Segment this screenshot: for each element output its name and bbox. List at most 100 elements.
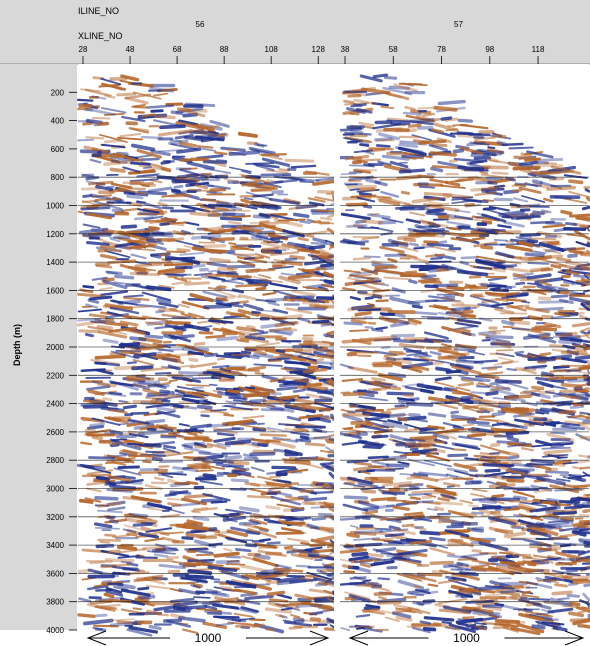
seismic-event xyxy=(201,147,216,152)
seismic-event xyxy=(323,333,336,339)
seismic-event xyxy=(106,201,132,204)
seismic-event xyxy=(437,355,459,360)
seismic-event xyxy=(526,150,554,159)
seismic-event xyxy=(290,164,317,169)
seismic-event xyxy=(181,497,207,506)
seismic-event xyxy=(349,402,376,411)
seismic-event xyxy=(104,303,134,312)
seismic-event xyxy=(457,165,485,171)
xline-tick-label: 38 xyxy=(341,45,350,54)
seismic-event xyxy=(82,399,103,404)
seismic-panel-1 xyxy=(76,64,336,637)
seismic-event xyxy=(451,199,478,204)
seismic-event xyxy=(529,597,551,601)
seismic-event xyxy=(375,138,395,142)
seismic-event xyxy=(256,268,276,272)
seismic-event xyxy=(524,364,548,370)
depth-tick-label: 1600 xyxy=(46,286,64,295)
seismic-event xyxy=(357,308,382,312)
depth-tick-label: 1400 xyxy=(46,258,64,267)
seismic-event xyxy=(230,478,250,483)
seismic-event xyxy=(299,489,315,493)
seismic-event xyxy=(517,505,534,512)
seismic-event xyxy=(166,555,180,560)
seismic-event xyxy=(246,141,259,146)
seismic-event xyxy=(542,197,554,203)
seismic-event xyxy=(423,195,446,202)
seismic-event xyxy=(464,202,475,207)
seismic-event xyxy=(485,176,504,181)
seismic-event xyxy=(311,517,327,521)
seismic-event xyxy=(328,482,336,489)
seismic-event xyxy=(215,296,229,302)
seismic-event xyxy=(490,387,516,397)
seismic-event xyxy=(464,283,479,289)
seismic-event xyxy=(561,278,586,287)
seismic-event xyxy=(286,415,302,422)
seismic-event xyxy=(509,319,531,326)
seismic-event xyxy=(488,329,506,333)
seismic-event xyxy=(357,500,380,509)
seismic-event xyxy=(151,456,164,462)
seismic-event xyxy=(429,560,454,565)
seismic-event xyxy=(578,454,590,459)
seismic-event xyxy=(81,473,112,478)
seismic-event xyxy=(84,497,102,503)
seismic-event xyxy=(145,527,173,533)
seismic-event xyxy=(343,495,368,500)
seismic-event xyxy=(173,184,184,189)
seismic-event xyxy=(266,590,286,597)
seismic-event xyxy=(559,336,583,343)
seismic-event xyxy=(457,622,469,627)
seismic-event xyxy=(274,330,292,336)
seismic-event xyxy=(387,257,398,263)
seismic-event xyxy=(195,553,215,557)
seismic-event xyxy=(286,516,308,521)
seismic-event xyxy=(267,601,284,609)
seismic-event xyxy=(128,158,144,162)
seismic-event xyxy=(360,219,384,225)
seismic-event xyxy=(428,245,456,253)
seismic-event xyxy=(355,219,367,224)
seismic-event xyxy=(453,462,477,471)
seismic-event xyxy=(225,508,252,515)
seismic-event xyxy=(536,622,562,628)
width-label: 1000 xyxy=(453,631,480,645)
seismic-event xyxy=(294,456,318,460)
seismic-event xyxy=(382,481,412,487)
seismic-event xyxy=(567,474,590,480)
seismic-event xyxy=(117,545,138,551)
seismic-event xyxy=(512,165,541,171)
seismic-event xyxy=(166,250,187,254)
seismic-event xyxy=(420,286,450,293)
seismic-event xyxy=(431,360,444,366)
seismic-event xyxy=(331,278,336,283)
seismic-event xyxy=(541,314,554,319)
seismic-event xyxy=(535,439,553,447)
seismic-event xyxy=(201,227,220,234)
seismic-event xyxy=(581,501,590,505)
seismic-event xyxy=(78,597,92,603)
seismic-event xyxy=(329,539,336,545)
seismic-event xyxy=(443,293,459,298)
seismic-event xyxy=(554,312,571,317)
seismic-event xyxy=(306,523,320,530)
seismic-event xyxy=(102,338,119,344)
seismic-event xyxy=(500,291,521,297)
seismic-event xyxy=(339,432,363,440)
seismic-event xyxy=(198,474,224,479)
seismic-event xyxy=(488,455,509,460)
seismic-event xyxy=(378,132,400,141)
seismic-event xyxy=(410,524,427,532)
seismic-event xyxy=(90,320,107,324)
seismic-event xyxy=(213,151,228,156)
seismic-event xyxy=(362,445,382,450)
seismic-event xyxy=(180,576,208,584)
seismic-event xyxy=(407,492,433,496)
seismic-event xyxy=(305,393,333,401)
seismic-event xyxy=(265,439,296,449)
seismic-event xyxy=(420,315,445,319)
seismic-event xyxy=(80,204,101,210)
seismic-event xyxy=(262,402,276,408)
seismic-event xyxy=(355,613,371,618)
